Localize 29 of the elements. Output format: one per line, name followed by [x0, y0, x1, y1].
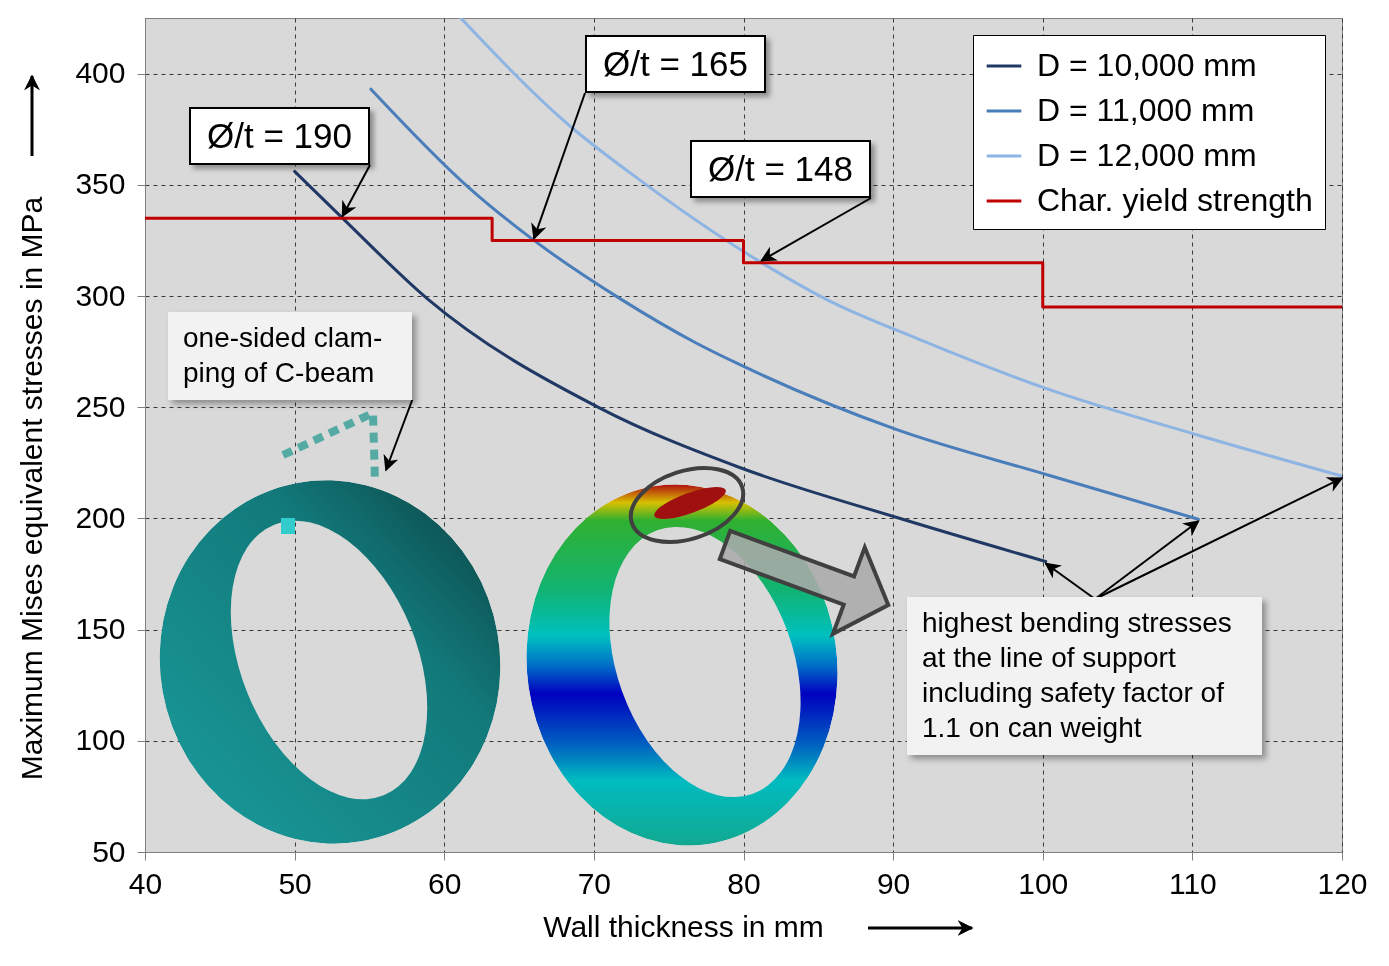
legend-label: D = 11,000 mm: [1037, 92, 1255, 128]
y-tick-label: 50: [92, 834, 126, 868]
x-tick-label: 80: [727, 866, 761, 900]
y-tick-label: 300: [75, 278, 126, 312]
x-tick-label: 100: [1018, 866, 1069, 900]
legend-label: D = 12,000 mm: [1037, 137, 1257, 173]
x-tick-label: 70: [577, 866, 612, 900]
x-tick-label: 110: [1168, 866, 1217, 900]
legend-label: Char. yield strength: [1037, 182, 1313, 218]
x-tick-label: 90: [876, 866, 911, 900]
annotation: one-sided clam- ping of C-beam: [168, 312, 413, 400]
y-tick-label: 350: [75, 167, 126, 201]
annotation: highest bending stresses at the line of support including safety factor of 1.1 on can weight: [907, 597, 1262, 755]
x-axis-title: Wall thickness in mm: [543, 909, 824, 943]
annotation: Ø/t = 165: [585, 35, 766, 93]
y-tick-label: 250: [75, 389, 126, 423]
annotation: Ø/t = 190: [189, 107, 370, 165]
legend-label: D = 10,000 mm: [1037, 47, 1257, 83]
y-tick-label: 150: [75, 612, 126, 646]
y-axis-title: Maximum Mises equivalent stresses in MPa: [14, 196, 48, 781]
annotation: Ø/t = 148: [690, 140, 871, 198]
line-series: [459, 18, 1342, 478]
x-tick-label: 40: [128, 866, 163, 900]
x-tick-label: 60: [428, 866, 462, 900]
y-tick-label: 400: [75, 56, 126, 90]
x-tick-label: 120: [1317, 866, 1368, 900]
x-tick-label: 50: [278, 866, 312, 900]
y-tick-label: 200: [75, 500, 126, 534]
y-tick-label: 100: [75, 723, 126, 757]
